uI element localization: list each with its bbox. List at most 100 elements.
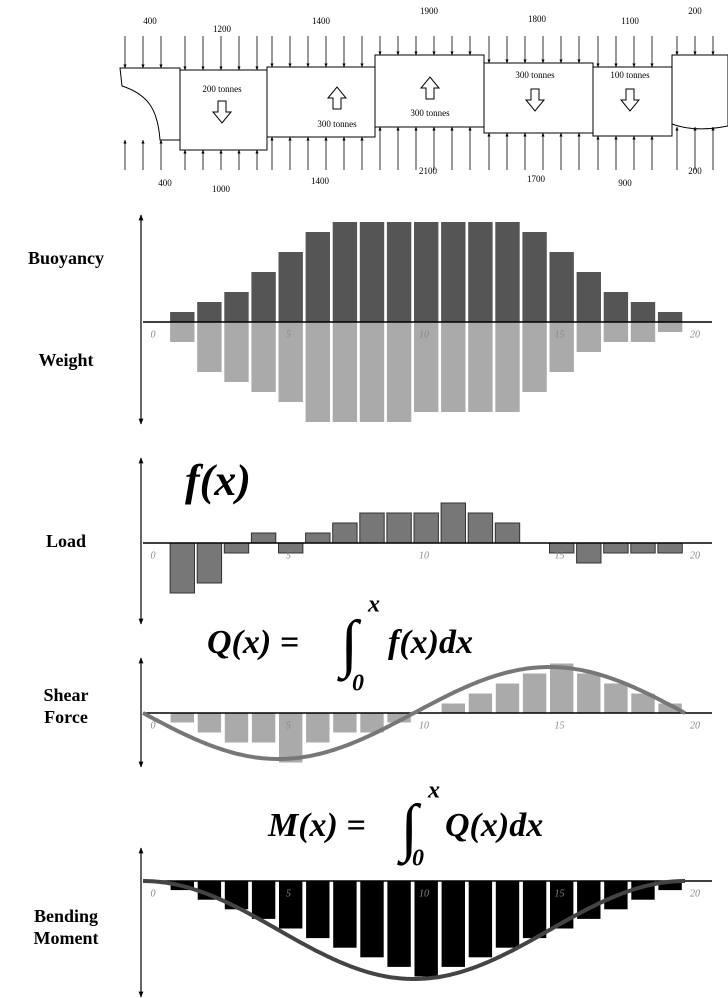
- hold-label: 300 tonnes: [410, 108, 450, 118]
- bottom-load: 1000: [212, 184, 231, 194]
- x-tick-label: 20: [690, 720, 700, 731]
- bar: [494, 682, 521, 714]
- hold-label: 100 tonnes: [610, 70, 650, 80]
- x-tick-label: 15: [555, 720, 565, 731]
- x-tick-label: 10: [419, 329, 429, 340]
- bar: [467, 692, 494, 714]
- bottom-load: 900: [618, 178, 632, 188]
- bar: [386, 880, 412, 968]
- bar: [359, 512, 385, 544]
- bar: [440, 702, 466, 714]
- top-load: 1400: [312, 16, 331, 26]
- x-tick-label: 15: [555, 888, 565, 899]
- bar: [603, 322, 629, 342]
- hold-label: 300 tonnes: [515, 70, 555, 80]
- bar: [468, 322, 493, 412]
- panel-label: Moment: [34, 928, 99, 948]
- bar: [305, 532, 331, 544]
- bottom-load: 400: [158, 178, 172, 188]
- bar: [576, 272, 601, 322]
- bar: [170, 322, 195, 342]
- bar: [603, 682, 629, 714]
- panel-label: Shear: [44, 685, 89, 705]
- formula: f(x): [185, 456, 251, 505]
- hold-label: 200 tonnes: [202, 84, 242, 94]
- hold-arrow: [419, 76, 441, 100]
- bar: [332, 322, 358, 422]
- hold-arrow: [619, 88, 641, 112]
- bar: [603, 292, 629, 322]
- bar: [603, 542, 629, 554]
- bar: [413, 880, 439, 978]
- bar: [440, 880, 466, 968]
- bar: [494, 880, 521, 949]
- bottom-load: 2100: [419, 166, 438, 176]
- bar: [386, 322, 412, 422]
- bar: [467, 880, 494, 959]
- x-tick-label: 5: [286, 720, 291, 731]
- bar: [250, 532, 277, 544]
- bar: [196, 542, 223, 584]
- bar: [251, 272, 276, 322]
- bar: [414, 322, 439, 412]
- top-load: 1800: [528, 14, 547, 24]
- x-tick-label: 0: [151, 550, 156, 561]
- hold-arrow: [211, 100, 233, 124]
- lower-limit: 0: [352, 671, 364, 697]
- bar: [549, 252, 574, 322]
- bar: [630, 302, 656, 322]
- bar: [197, 322, 222, 372]
- panel-label: Load: [46, 531, 86, 551]
- bar: [413, 512, 439, 544]
- bar: [359, 222, 385, 322]
- x-tick-label: 5: [286, 888, 291, 899]
- x-tick-label: 20: [690, 888, 700, 899]
- bottom-load: 1700: [527, 174, 546, 184]
- bar: [305, 712, 331, 744]
- top-load: 1900: [420, 6, 439, 16]
- x-tick-label: 15: [555, 550, 565, 561]
- bar: [468, 222, 493, 322]
- bar: [630, 322, 656, 342]
- x-tick-label: 0: [151, 888, 156, 899]
- bar: [305, 322, 330, 422]
- bar: [494, 522, 521, 544]
- bar: [359, 880, 385, 959]
- bar: [657, 312, 683, 322]
- bar: [576, 542, 602, 564]
- bar: [386, 512, 412, 544]
- panel-label: Weight: [38, 350, 93, 370]
- bar: [196, 712, 223, 734]
- top-load: 1100: [621, 16, 639, 26]
- x-tick-label: 10: [419, 550, 429, 561]
- x-tick-label: 5: [286, 329, 291, 340]
- bar: [169, 542, 195, 594]
- stern: [671, 54, 728, 130]
- x-tick-label: 20: [690, 550, 700, 561]
- formula-lhs: Q(x) =: [207, 624, 299, 661]
- bar: [441, 222, 466, 322]
- upper-limit: x: [367, 592, 380, 618]
- bar: [332, 880, 358, 949]
- curve: [142, 665, 686, 761]
- curve: [143, 879, 685, 981]
- bar: [549, 322, 574, 372]
- bar: [305, 232, 330, 322]
- bar: [170, 312, 195, 322]
- bar: [467, 512, 494, 544]
- bar: [386, 222, 412, 322]
- bottom-load: 200: [688, 166, 702, 176]
- upper-limit: x: [427, 778, 440, 804]
- bar: [576, 322, 601, 352]
- bar: [495, 322, 520, 412]
- top-load: 200: [688, 6, 702, 16]
- bar: [169, 712, 195, 724]
- bar: [305, 880, 331, 940]
- bar: [522, 322, 547, 392]
- bar: [332, 522, 358, 544]
- bar: [576, 672, 602, 714]
- bar: [495, 222, 520, 322]
- x-tick-label: 10: [419, 888, 429, 899]
- bar: [521, 880, 548, 940]
